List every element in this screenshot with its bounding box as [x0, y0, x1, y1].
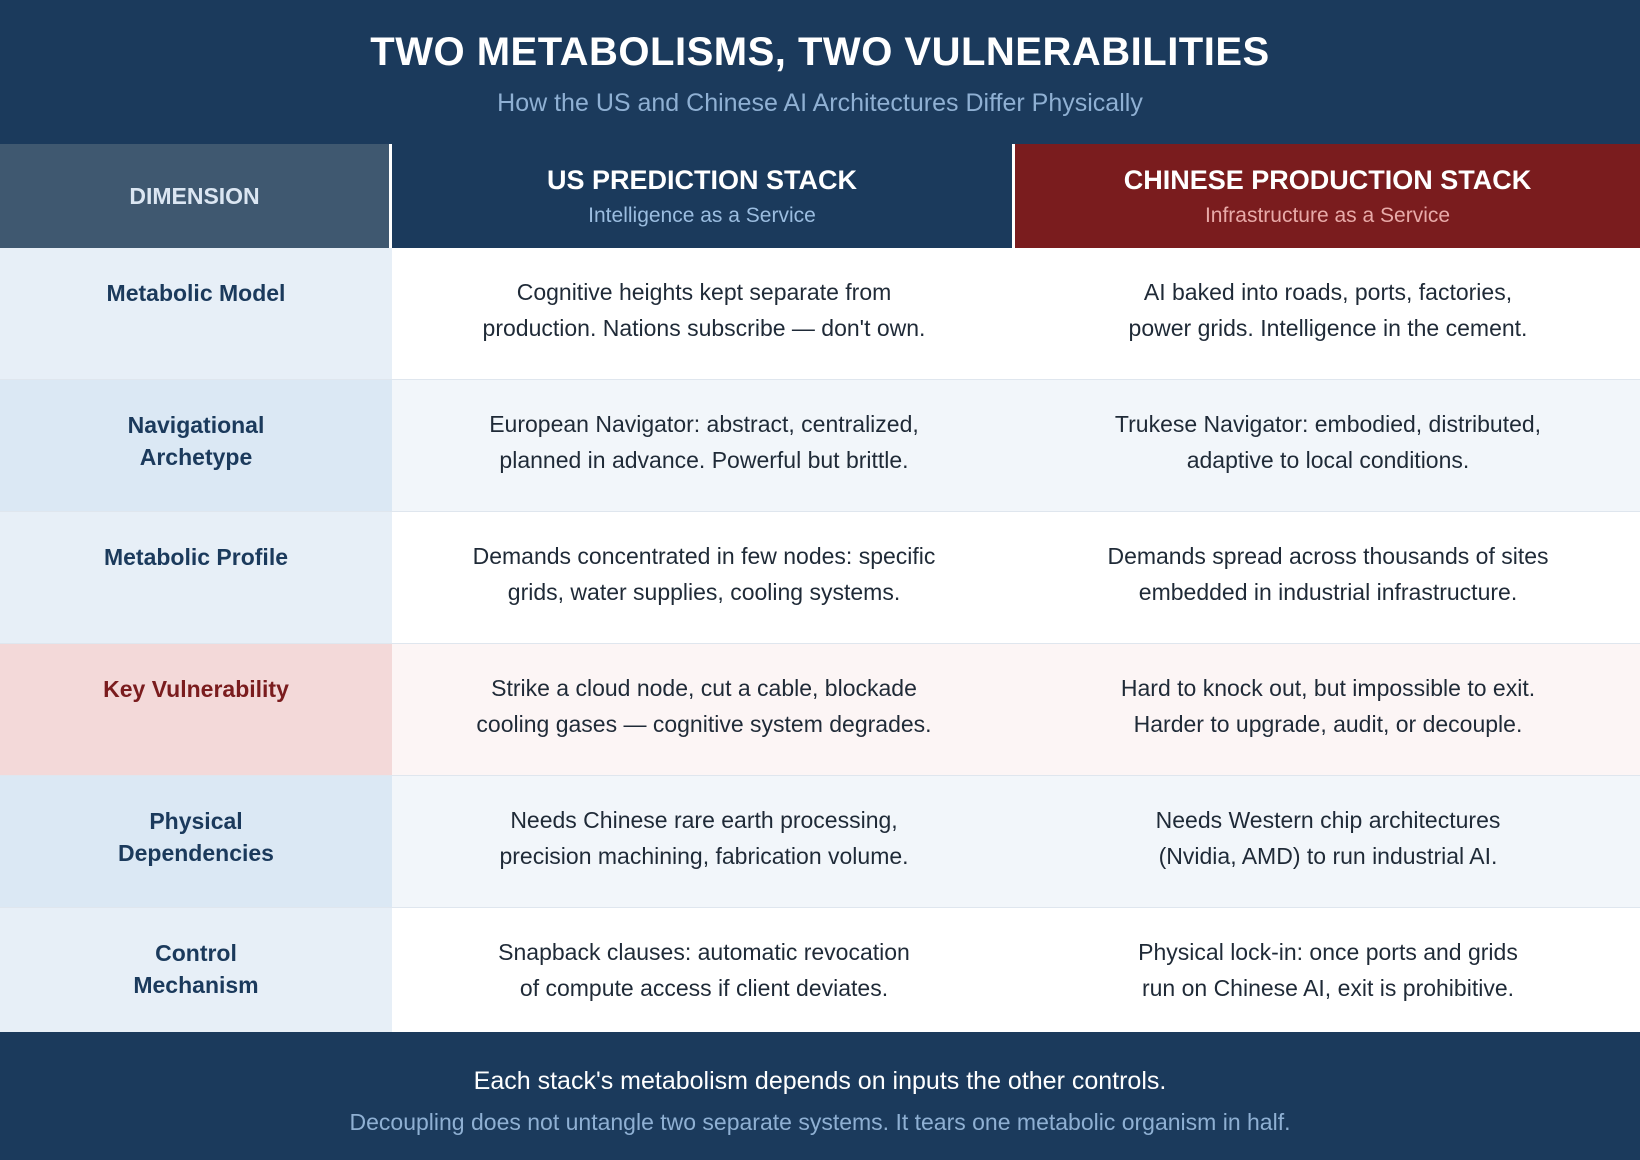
dimension-line: Dependencies	[118, 840, 274, 866]
us-line: European Navigator: abstract, centralize…	[489, 411, 919, 437]
cn-cell: Trukese Navigator: embodied, distributed…	[1016, 380, 1640, 511]
us-line: planned in advance. Powerful but brittle…	[499, 447, 909, 473]
column-header-us-title: US PREDICTION STACK	[546, 165, 857, 195]
dimension-line: Physical	[149, 808, 243, 834]
cn-line: AI baked into roads, ports, factories,	[1143, 279, 1513, 305]
us-line: Strike a cloud node, cut a cable, blocka…	[491, 675, 917, 701]
us-line: of compute access if client deviates.	[519, 975, 889, 1001]
dimension-line: Control	[155, 940, 237, 966]
dimension-line: Metabolic Profile	[103, 544, 289, 570]
dimension-line: Navigational	[127, 412, 265, 438]
cn-cell: Demands spread across thousands of sites…	[1016, 512, 1640, 643]
column-header-us: US PREDICTION STACK Intelligence as a Se…	[392, 144, 1015, 248]
cn-line: Trukese Navigator: embodied, distributed…	[1114, 411, 1542, 437]
table-row-highlighted: Key Vulnerability Strike a cloud node, c…	[0, 644, 1640, 776]
us-line: production. Nations subscribe — don't ow…	[482, 315, 926, 341]
page-subtitle: How the US and Chinese AI Architectures …	[497, 89, 1143, 117]
us-cell: European Navigator: abstract, centralize…	[392, 380, 1016, 511]
table-row: Physical Dependencies Needs Chinese rare…	[0, 776, 1640, 908]
dimension-line: Metabolic Model	[106, 280, 286, 306]
dimension-line: Mechanism	[133, 972, 259, 998]
dimension-line: Archetype	[139, 444, 253, 470]
header: TWO METABOLISMS, TWO VULNERABILITIES How…	[0, 0, 1640, 144]
cn-line: embedded in industrial infrastructure.	[1138, 579, 1518, 605]
row-dimension: Physical Dependencies	[0, 776, 392, 907]
us-line: Snapback clauses: automatic revocation	[498, 939, 910, 965]
us-line: grids, water supplies, cooling systems.	[507, 579, 901, 605]
us-cell: Snapback clauses: automatic revocation o…	[392, 908, 1016, 1033]
table-row: Control Mechanism Snapback clauses: auto…	[0, 908, 1640, 1033]
us-cell: Needs Chinese rare earth processing, pre…	[392, 776, 1016, 907]
cn-line: power grids. Intelligence in the cement.	[1128, 315, 1528, 341]
footer-statement: Each stack's metabolism depends on input…	[473, 1067, 1167, 1095]
dimension-line: Key Vulnerability	[103, 676, 289, 702]
cn-line: run on Chinese AI, exit is prohibitive.	[1141, 975, 1515, 1001]
row-dimension: Metabolic Model	[0, 248, 392, 379]
row-dimension: Control Mechanism	[0, 908, 392, 1033]
cn-line: adaptive to local conditions.	[1186, 447, 1470, 473]
column-header-cn-subtitle: Infrastructure as a Service	[1204, 204, 1451, 227]
column-header-us-subtitle: Intelligence as a Service	[588, 204, 816, 227]
us-cell: Cognitive heights kept separate from pro…	[392, 248, 1016, 379]
cn-line: Needs Western chip architectures	[1155, 807, 1501, 833]
cn-cell: Hard to knock out, but impossible to exi…	[1016, 644, 1640, 775]
cn-line: Hard to knock out, but impossible to exi…	[1120, 675, 1536, 701]
table-row: Metabolic Model Cognitive heights kept s…	[0, 248, 1640, 380]
us-cell: Demands concentrated in few nodes: speci…	[392, 512, 1016, 643]
column-header-cn-title: CHINESE PRODUCTION STACK	[1123, 165, 1532, 195]
comparison-table: DIMENSION US PREDICTION STACK Intelligen…	[0, 144, 1640, 1033]
us-cell: Strike a cloud node, cut a cable, blocka…	[392, 644, 1016, 775]
cn-line: Demands spread across thousands of sites	[1107, 543, 1549, 569]
cn-cell: Needs Western chip architectures (Nvidia…	[1016, 776, 1640, 907]
cn-line: (Nvidia, AMD) to run industrial AI.	[1158, 843, 1498, 869]
footer: Each stack's metabolism depends on input…	[0, 1032, 1640, 1160]
cn-line: Harder to upgrade, audit, or decouple.	[1133, 711, 1523, 737]
footer-conclusion: Decoupling does not untangle two separat…	[349, 1109, 1291, 1135]
cn-line: Physical lock-in: once ports and grids	[1138, 939, 1518, 965]
page-title: TWO METABOLISMS, TWO VULNERABILITIES	[370, 30, 1270, 74]
row-dimension: Navigational Archetype	[0, 380, 392, 511]
table-header-row: DIMENSION US PREDICTION STACK Intelligen…	[0, 144, 1640, 248]
row-dimension: Key Vulnerability	[0, 644, 392, 775]
column-header-cn: CHINESE PRODUCTION STACK Infrastructure …	[1015, 144, 1640, 248]
us-line: Cognitive heights kept separate from	[516, 279, 892, 305]
us-line: Demands concentrated in few nodes: speci…	[472, 543, 936, 569]
table-row: Metabolic Profile Demands concentrated i…	[0, 512, 1640, 644]
column-header-dimension-label: DIMENSION	[129, 182, 260, 209]
us-line: precision machining, fabrication volume.	[499, 843, 909, 869]
cn-cell: Physical lock-in: once ports and grids r…	[1016, 908, 1640, 1033]
us-line: cooling gases — cognitive system degrade…	[476, 711, 932, 737]
us-line: Needs Chinese rare earth processing,	[510, 807, 898, 833]
cn-cell: AI baked into roads, ports, factories, p…	[1016, 248, 1640, 379]
column-header-dimension: DIMENSION	[0, 144, 392, 248]
row-dimension: Metabolic Profile	[0, 512, 392, 643]
table-row: Navigational Archetype European Navigato…	[0, 380, 1640, 512]
